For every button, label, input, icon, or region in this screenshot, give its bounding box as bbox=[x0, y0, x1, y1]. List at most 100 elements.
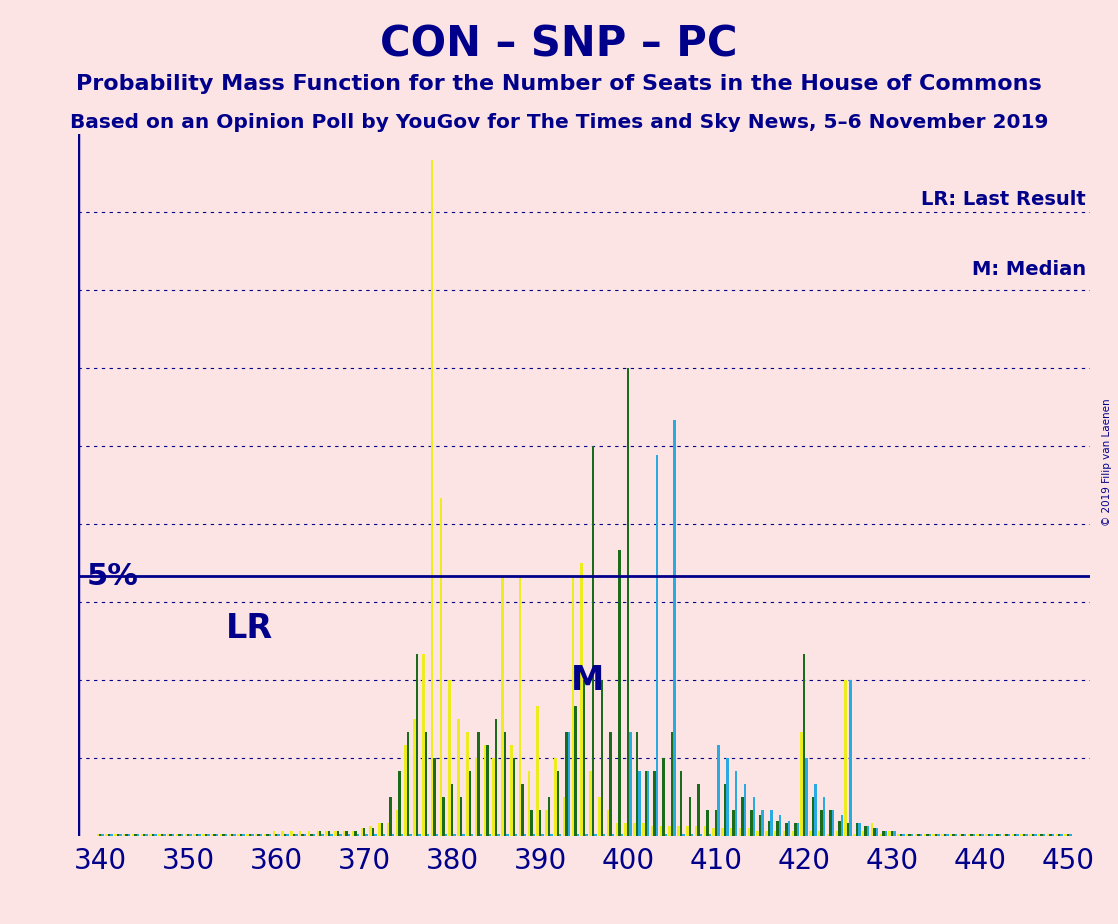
Bar bbox=[170, 833, 172, 836]
Bar bbox=[932, 833, 935, 836]
Bar bbox=[783, 831, 785, 836]
Bar bbox=[257, 833, 259, 836]
Bar bbox=[866, 826, 870, 836]
Bar bbox=[366, 833, 368, 836]
Bar bbox=[953, 833, 955, 836]
Bar bbox=[1030, 833, 1032, 836]
Bar bbox=[354, 831, 357, 836]
Bar bbox=[414, 719, 416, 836]
Bar bbox=[803, 654, 805, 836]
Bar bbox=[594, 833, 597, 836]
Bar bbox=[915, 833, 917, 836]
Bar bbox=[812, 797, 814, 836]
Bar bbox=[475, 759, 477, 836]
Bar bbox=[378, 823, 380, 836]
Bar bbox=[653, 772, 656, 836]
Bar bbox=[504, 732, 506, 836]
Bar bbox=[436, 833, 438, 836]
Bar bbox=[114, 833, 116, 836]
Bar bbox=[172, 833, 174, 836]
Text: 5%: 5% bbox=[87, 562, 139, 590]
Bar bbox=[120, 833, 122, 836]
Bar bbox=[741, 797, 743, 836]
Bar bbox=[1003, 833, 1005, 836]
Bar bbox=[985, 833, 987, 836]
Bar bbox=[546, 810, 548, 836]
Bar bbox=[732, 810, 735, 836]
Bar bbox=[407, 732, 409, 836]
Bar bbox=[714, 810, 718, 836]
Bar bbox=[600, 680, 603, 836]
Bar bbox=[792, 831, 794, 836]
Bar bbox=[348, 833, 350, 836]
Bar bbox=[636, 732, 638, 836]
Bar bbox=[920, 833, 922, 836]
Bar bbox=[603, 833, 606, 836]
Bar bbox=[818, 831, 821, 836]
Bar bbox=[698, 784, 700, 836]
Bar bbox=[889, 831, 891, 836]
Bar bbox=[686, 826, 689, 836]
Bar bbox=[454, 833, 456, 836]
Bar bbox=[779, 815, 781, 836]
Bar bbox=[255, 833, 257, 836]
Bar bbox=[973, 833, 975, 836]
Bar bbox=[211, 833, 214, 836]
Bar bbox=[111, 833, 113, 836]
Bar bbox=[823, 797, 825, 836]
Bar bbox=[625, 823, 627, 836]
Bar bbox=[814, 784, 816, 836]
Bar bbox=[612, 833, 614, 836]
Bar bbox=[216, 833, 218, 836]
Bar bbox=[391, 833, 395, 836]
Bar bbox=[991, 833, 993, 836]
Bar bbox=[994, 833, 996, 836]
Bar bbox=[774, 831, 777, 836]
Bar bbox=[284, 833, 286, 836]
Bar bbox=[609, 732, 612, 836]
Bar bbox=[396, 810, 398, 836]
Bar bbox=[398, 772, 400, 836]
Bar bbox=[855, 823, 859, 836]
Bar bbox=[937, 833, 940, 836]
Bar bbox=[176, 833, 178, 836]
Bar bbox=[519, 577, 521, 836]
Bar bbox=[295, 833, 297, 836]
Bar bbox=[821, 810, 823, 836]
Bar bbox=[996, 833, 998, 836]
Bar bbox=[1014, 833, 1016, 836]
Bar bbox=[107, 833, 111, 836]
Bar bbox=[409, 833, 411, 836]
Bar bbox=[638, 772, 641, 836]
Bar bbox=[161, 833, 163, 836]
Bar bbox=[163, 833, 165, 836]
Bar bbox=[495, 719, 498, 836]
Bar bbox=[307, 831, 310, 836]
Bar bbox=[935, 833, 937, 836]
Bar bbox=[189, 833, 192, 836]
Bar bbox=[214, 833, 216, 836]
Bar bbox=[850, 680, 852, 836]
Bar bbox=[788, 821, 790, 836]
Bar bbox=[222, 833, 225, 836]
Bar bbox=[339, 833, 341, 836]
Bar bbox=[196, 833, 198, 836]
Bar bbox=[629, 732, 632, 836]
Bar bbox=[785, 823, 788, 836]
Bar bbox=[205, 833, 207, 836]
Bar bbox=[961, 833, 964, 836]
Bar bbox=[582, 680, 586, 836]
Bar bbox=[252, 833, 254, 836]
Bar bbox=[906, 833, 909, 836]
Bar bbox=[375, 833, 377, 836]
Bar bbox=[669, 826, 671, 836]
Bar bbox=[777, 821, 779, 836]
Bar bbox=[325, 831, 328, 836]
Bar bbox=[871, 823, 873, 836]
Bar bbox=[873, 829, 875, 836]
Bar bbox=[680, 772, 682, 836]
Bar bbox=[259, 833, 263, 836]
Bar bbox=[647, 772, 650, 836]
Bar bbox=[372, 829, 375, 836]
Text: M: Median: M: Median bbox=[972, 261, 1086, 279]
